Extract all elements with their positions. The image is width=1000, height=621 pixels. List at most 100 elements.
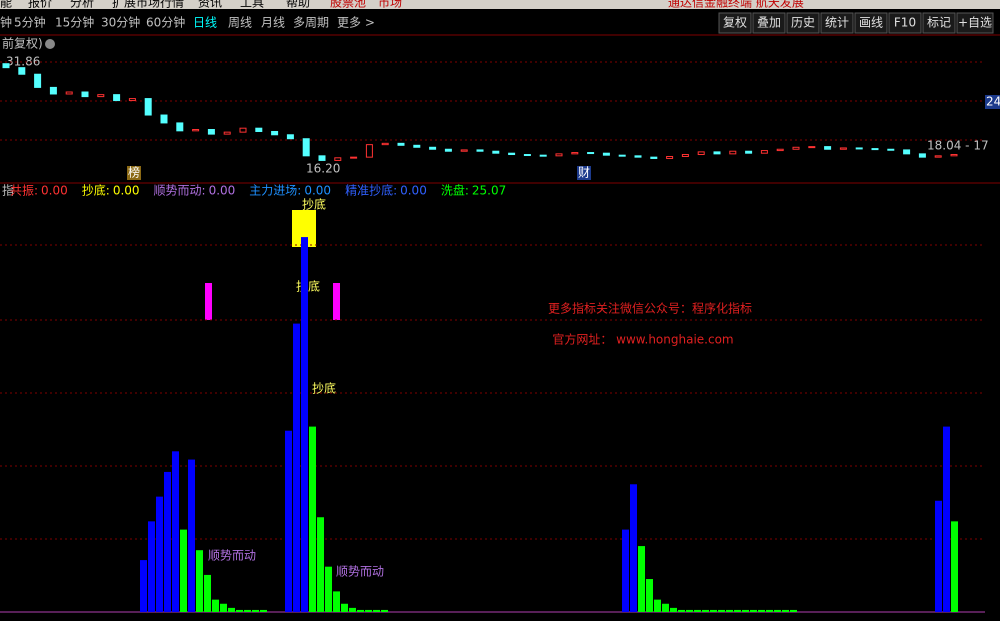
period-tab[interactable]: 更多 > bbox=[337, 16, 375, 30]
histogram-bar bbox=[951, 521, 958, 612]
menu-item[interactable]: 帮助 bbox=[286, 0, 310, 10]
candle bbox=[666, 155, 674, 159]
candle bbox=[318, 155, 326, 161]
legend-value: 0.00 bbox=[400, 184, 427, 198]
candle bbox=[934, 155, 942, 158]
candle bbox=[871, 148, 879, 151]
histogram-bar bbox=[293, 323, 300, 612]
histogram-bar bbox=[710, 609, 717, 612]
dropdown-icon[interactable] bbox=[45, 39, 55, 49]
histogram-bar bbox=[164, 471, 171, 612]
candle bbox=[460, 149, 468, 152]
period-tab[interactable]: 日线 bbox=[193, 16, 217, 30]
watermark: 更多指标关注微信公众号：程序化指标 bbox=[548, 301, 752, 316]
histogram-bar bbox=[638, 546, 645, 612]
candle bbox=[618, 154, 626, 157]
candle bbox=[444, 148, 452, 152]
candle bbox=[697, 151, 705, 156]
candle bbox=[523, 154, 531, 157]
histogram-bar bbox=[341, 603, 348, 612]
indicator-prefix: 指 bbox=[2, 183, 14, 198]
button[interactable] bbox=[854, 12, 888, 34]
candle bbox=[207, 129, 215, 135]
candle bbox=[49, 86, 57, 95]
histogram-bar bbox=[349, 607, 356, 612]
period-tab[interactable]: 60分钟 bbox=[146, 15, 185, 30]
button-label[interactable]: 历史 bbox=[791, 16, 815, 30]
period-tab[interactable]: 15分钟 bbox=[55, 15, 94, 30]
candle bbox=[381, 142, 389, 146]
histogram-bar bbox=[325, 566, 332, 612]
candle bbox=[903, 149, 911, 155]
legend-value: 0.00 bbox=[113, 184, 140, 198]
menu-item[interactable]: 股票池 bbox=[330, 0, 366, 10]
period-tab[interactable]: 周线 bbox=[228, 16, 252, 30]
histogram-bar bbox=[742, 609, 749, 612]
button[interactable] bbox=[888, 12, 922, 34]
button-label[interactable]: 统计 bbox=[825, 16, 849, 30]
histogram-bar bbox=[943, 426, 950, 612]
histogram-bar bbox=[212, 599, 219, 612]
candle bbox=[65, 91, 73, 95]
histogram-bar bbox=[782, 609, 789, 612]
button[interactable] bbox=[820, 12, 854, 34]
period-tab[interactable]: 多周期 bbox=[293, 16, 329, 30]
period-tab[interactable]: 钟 bbox=[0, 15, 12, 30]
button-label[interactable]: +自选 bbox=[958, 16, 992, 30]
candle bbox=[18, 67, 26, 75]
button-label[interactable]: 复权 bbox=[723, 16, 747, 30]
candle bbox=[776, 148, 784, 152]
right-label: 24 bbox=[986, 95, 1000, 109]
watermark: 官方网址： www.honghaie.com bbox=[552, 332, 733, 347]
button[interactable] bbox=[752, 12, 786, 34]
button-label[interactable]: 画线 bbox=[859, 16, 883, 30]
candle bbox=[587, 152, 595, 155]
candle bbox=[413, 144, 421, 148]
candle bbox=[492, 150, 500, 154]
button-label[interactable]: F10 bbox=[894, 16, 916, 30]
tag bbox=[127, 166, 141, 180]
button-label[interactable]: 叠加 bbox=[757, 16, 781, 30]
candle bbox=[334, 157, 342, 161]
histogram-bar bbox=[252, 609, 259, 612]
histogram-bar bbox=[220, 603, 227, 612]
menu-item[interactable]: 工具 bbox=[240, 0, 264, 10]
menu-item[interactable]: 能 bbox=[0, 0, 12, 10]
signal-label: 顺势而动 bbox=[208, 549, 256, 563]
menu-item[interactable]: 市场 bbox=[378, 0, 402, 10]
histogram-bar bbox=[646, 579, 653, 612]
candle bbox=[192, 129, 200, 132]
button[interactable] bbox=[786, 12, 820, 34]
signal-label: 顺势而动 bbox=[336, 565, 384, 579]
menu-item[interactable]: 扩展市场行情 bbox=[112, 0, 184, 10]
candle bbox=[2, 63, 10, 69]
histogram-bar bbox=[935, 500, 942, 612]
menu-item[interactable]: 分析 bbox=[70, 0, 94, 10]
candle bbox=[745, 150, 753, 154]
legend-name: 抄底: bbox=[82, 183, 110, 198]
period-tab[interactable]: 月线 bbox=[261, 16, 285, 30]
legend-value: 0.00 bbox=[209, 184, 236, 198]
histogram-bar bbox=[630, 484, 637, 612]
histogram-bar bbox=[702, 609, 709, 612]
histogram-bar bbox=[686, 609, 693, 612]
candle bbox=[571, 152, 579, 155]
menu-item[interactable]: 资讯 bbox=[198, 0, 222, 10]
button[interactable] bbox=[922, 12, 956, 34]
button[interactable] bbox=[718, 12, 752, 34]
period-tab[interactable]: 30分钟 bbox=[101, 15, 140, 30]
menu-bar bbox=[0, 0, 1000, 9]
button-label[interactable]: 标记 bbox=[927, 16, 951, 30]
menu-item[interactable]: 报价 bbox=[28, 0, 52, 10]
histogram-bar bbox=[622, 529, 629, 612]
histogram-bar bbox=[301, 237, 308, 612]
period-tab[interactable]: 5分钟 bbox=[14, 15, 46, 30]
candle bbox=[808, 146, 816, 149]
low-label: 16.20 bbox=[306, 162, 340, 176]
button[interactable] bbox=[956, 12, 994, 34]
histogram-bar bbox=[790, 609, 797, 612]
signal-label: 抄底 bbox=[302, 197, 326, 212]
candle bbox=[144, 98, 152, 116]
signal-block bbox=[333, 283, 340, 320]
